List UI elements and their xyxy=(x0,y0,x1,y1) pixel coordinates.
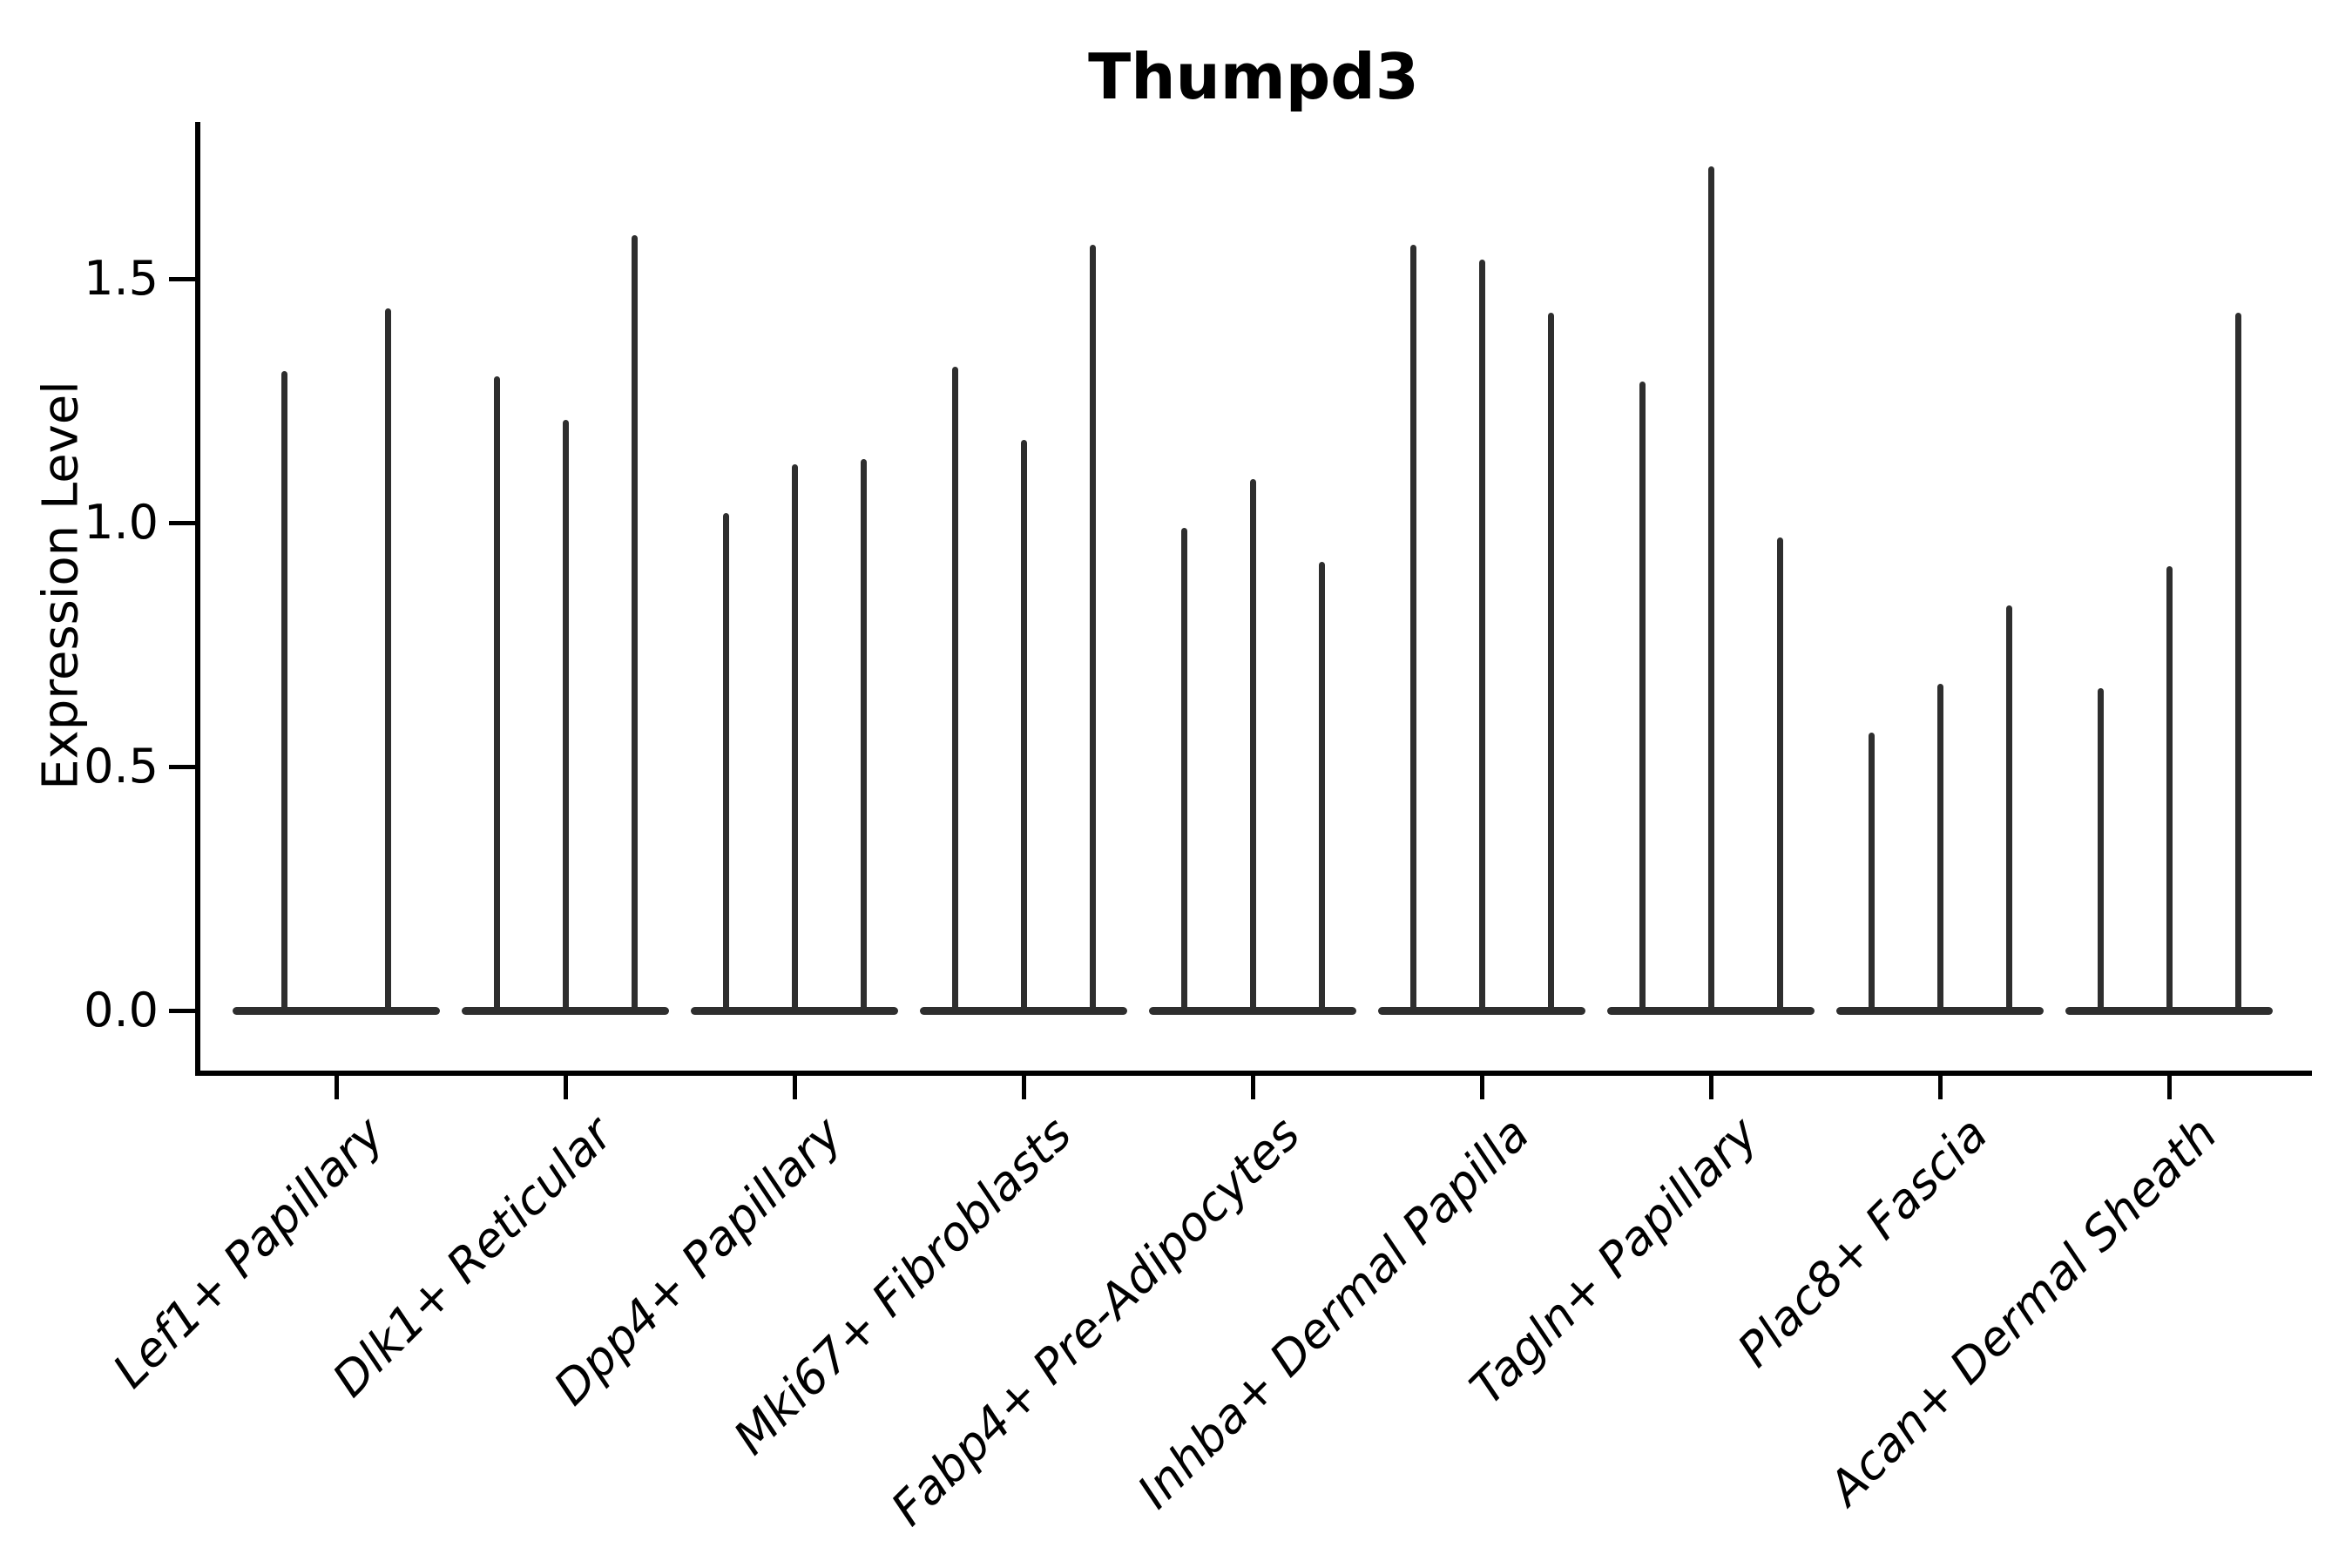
violin-spike xyxy=(562,420,569,1010)
violin-spike xyxy=(1180,527,1187,1010)
x-tick-label: Fabp4+ Pre-Adipocytes xyxy=(881,1106,1311,1537)
x-tick xyxy=(334,1073,339,1099)
y-tick-label: 1.5 xyxy=(84,251,159,306)
violin-base xyxy=(691,1006,898,1015)
violin-spike xyxy=(1409,244,1416,1010)
violin-spike xyxy=(2005,605,2012,1010)
violin-spike xyxy=(1020,439,1027,1010)
x-tick xyxy=(563,1073,568,1099)
violin-spike xyxy=(791,463,798,1010)
y-tick xyxy=(169,520,195,525)
y-tick xyxy=(169,276,195,281)
x-tick xyxy=(1021,1073,1026,1099)
violin-spike xyxy=(1868,732,1875,1010)
x-tick-label: Acan+ Dermal Sheath xyxy=(1817,1106,2227,1516)
violin-spike xyxy=(1478,259,1485,1010)
violin-spike xyxy=(1639,381,1646,1010)
violin-base xyxy=(462,1006,669,1015)
x-tick xyxy=(1708,1073,1713,1099)
violin-spike xyxy=(1318,561,1325,1010)
x-tick xyxy=(1937,1073,1943,1099)
violin-spike xyxy=(2166,566,2173,1010)
violin-spike xyxy=(1547,313,1554,1010)
y-tick-label: 0.5 xyxy=(84,739,159,794)
violin-spike xyxy=(1089,244,1096,1010)
violin-base xyxy=(1149,1006,1356,1015)
violin-spike xyxy=(631,234,638,1010)
violin-base xyxy=(920,1006,1127,1015)
x-tick xyxy=(1479,1073,1484,1099)
violin-spike xyxy=(384,308,391,1010)
y-tick xyxy=(169,764,195,769)
y-tick-label: 1.0 xyxy=(84,495,159,550)
x-tick xyxy=(1250,1073,1255,1099)
violin-spike xyxy=(2234,313,2241,1010)
violin-base xyxy=(2065,1006,2273,1015)
violin-spike xyxy=(1707,166,1714,1010)
violin-base xyxy=(1836,1006,2044,1015)
violin-spike xyxy=(281,371,288,1010)
violin-spike xyxy=(2097,688,2104,1010)
violin-spike xyxy=(1776,537,1783,1010)
violin-spike xyxy=(860,459,867,1010)
x-tick xyxy=(2166,1073,2172,1099)
violin-spike xyxy=(722,512,729,1010)
x-tick xyxy=(792,1073,797,1099)
violin-spike xyxy=(1936,683,1943,1010)
y-tick-label: 0.0 xyxy=(84,983,159,1037)
y-tick xyxy=(169,1008,195,1013)
x-tick-label: Inhba+ Dermal Papilla xyxy=(1126,1106,1540,1519)
violin-base xyxy=(233,1006,440,1015)
violin-spike xyxy=(493,376,500,1010)
chart-title: Thumpd3 xyxy=(1088,40,1419,113)
violin-base xyxy=(1378,1006,1585,1015)
left-spine xyxy=(195,122,200,1076)
violin-spike xyxy=(951,366,958,1010)
y-axis-label: Expression Level xyxy=(32,381,90,790)
violin-base xyxy=(1607,1006,1815,1015)
violin-spike xyxy=(1249,478,1256,1010)
